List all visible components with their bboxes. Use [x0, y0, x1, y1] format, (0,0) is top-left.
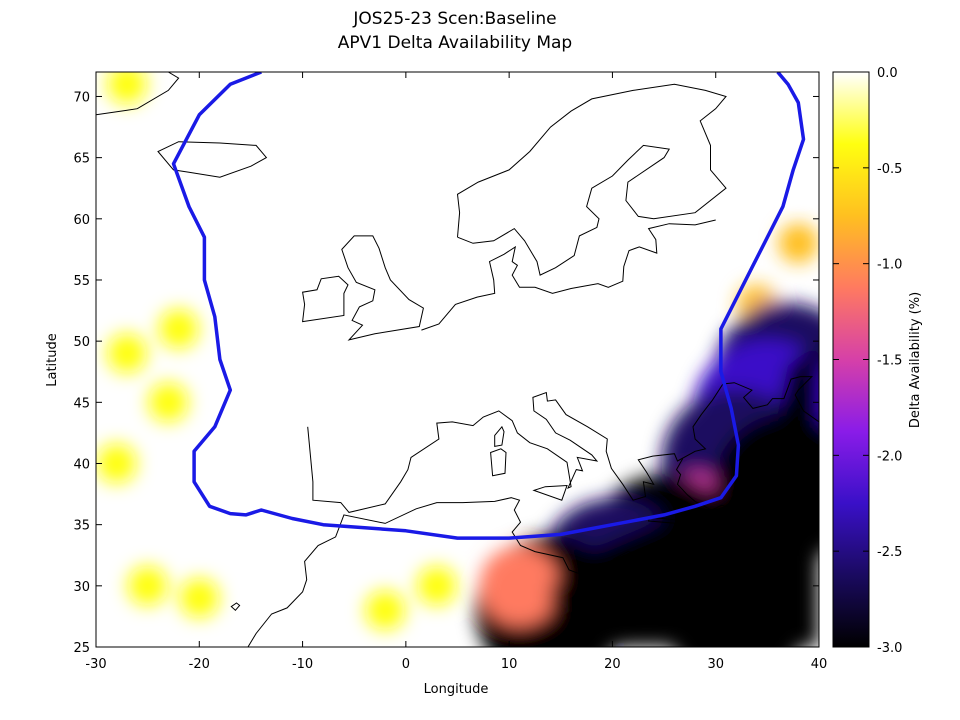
colorbar-tick-label: -0.5: [877, 162, 902, 177]
degradation-region-16: [158, 308, 199, 349]
coastline-north-sea-baltic: [421, 219, 716, 331]
degradation-region-15: [96, 443, 137, 484]
colorbar-tick-label: -3.0: [877, 641, 902, 656]
coastline-sicily: [532, 484, 568, 501]
degradation-region-21: [416, 565, 457, 606]
coastline-sardinia: [490, 448, 507, 477]
y-tick-label: 70: [73, 90, 90, 105]
y-tick-label: 65: [73, 152, 90, 167]
degradation-region-14: [106, 333, 147, 374]
y-tick-label: 35: [73, 519, 90, 534]
x-tick-label: -10: [292, 657, 313, 672]
plot-frame: [95, 71, 820, 648]
colorbar-ticks: -3.0 -2.5 -2.0 -1.5 -1.0 -0.5 0.0: [833, 66, 902, 656]
y-tick-label: 30: [73, 580, 90, 595]
degradation-region-20: [365, 590, 406, 631]
chart-title-line-2: APV1 Delta Availability Map: [338, 33, 572, 53]
colorbar-tick-label: -1.0: [877, 258, 902, 273]
y-tick-label: 50: [73, 335, 90, 350]
x-tick-label: -30: [85, 657, 106, 672]
y-axis-label: Latitude: [45, 333, 60, 387]
coastline-corsica: [494, 425, 505, 447]
x-axis-label: Longitude: [424, 682, 489, 697]
degradation-region-18: [179, 578, 220, 619]
coastline-continental-europe: [307, 376, 819, 513]
x-tick-label: 30: [707, 657, 724, 672]
x-tick-label: 0: [402, 657, 410, 672]
coastline-svalbard-greenland: [96, 72, 180, 116]
y-tick-label: 45: [73, 396, 90, 411]
colorbar-tick-label: -1.5: [877, 354, 902, 369]
x-axis-ticks: -30 -20 -10 0 10 20 30 40: [85, 72, 827, 672]
y-tick-label: 40: [73, 457, 90, 472]
degradation-region-13: [778, 149, 819, 190]
colorbar-tick-label: -2.0: [877, 449, 902, 464]
degradation-core: [550, 341, 819, 647]
x-tick-label: 10: [501, 657, 518, 672]
colorbar-tick-label: 0.0: [877, 66, 898, 81]
degradation-region-22: [106, 72, 147, 105]
colorbar-tick-label: -2.5: [877, 545, 902, 560]
degradation-region-9: [479, 545, 560, 626]
y-tick-label: 55: [73, 274, 90, 289]
x-tick-label: 20: [604, 657, 621, 672]
coastline-ireland: [302, 275, 349, 323]
coastline-cyprus: [738, 515, 765, 528]
y-axis-ticks: 25 30 35 40 45 50 55 60 65 70: [73, 90, 819, 656]
coastline-scandinavia: [456, 83, 727, 276]
x-tick-label: -20: [189, 657, 210, 672]
coastlines: [96, 72, 819, 647]
degradation-region-17: [148, 382, 189, 423]
coastline-great-britain: [341, 235, 424, 341]
coastline-canary-islands: [230, 602, 241, 612]
x-tick-label: 40: [811, 657, 828, 672]
y-tick-label: 60: [73, 213, 90, 228]
coastline-north-africa: [247, 458, 781, 647]
degradation-region-19: [127, 565, 168, 606]
degradation-region-12: [778, 223, 819, 264]
y-tick-label: 25: [73, 641, 90, 656]
service-area-boundary: [171, 72, 806, 540]
chart-title-line-1: JOS25-23 Scen:Baseline: [352, 9, 556, 29]
plot-area: [96, 72, 819, 647]
coastline-iceland: [157, 141, 268, 178]
colorbar-label: Delta Availability (%): [908, 292, 923, 428]
